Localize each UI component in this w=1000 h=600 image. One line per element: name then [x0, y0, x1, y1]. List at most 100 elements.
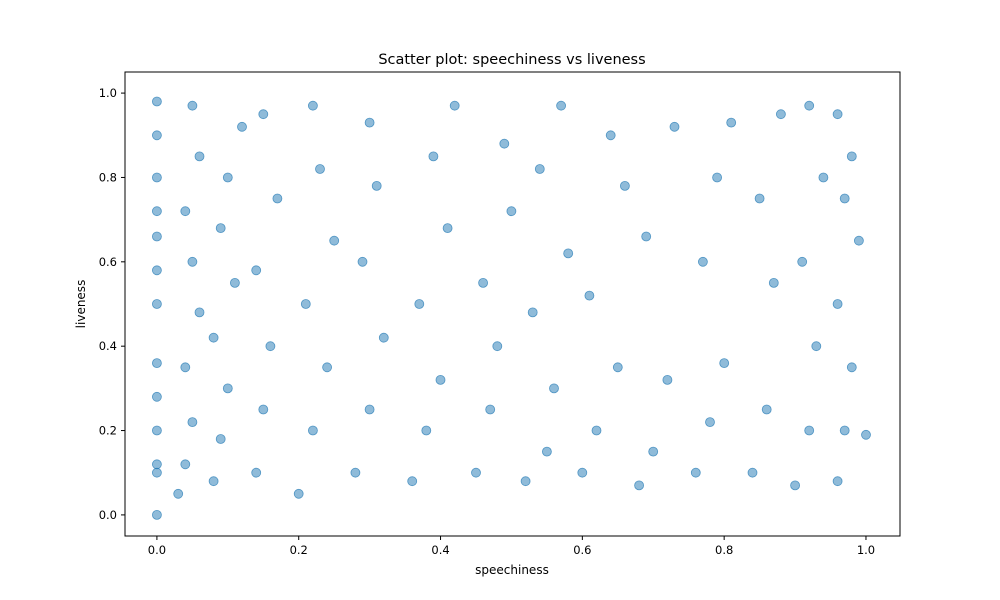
x-axis: 0.0 0.2 0.4 0.6 0.8 1.0	[148, 536, 875, 557]
scatter-point	[151, 425, 162, 436]
scatter-point	[449, 100, 460, 111]
scatter-point	[180, 459, 191, 470]
scatter-point	[258, 109, 269, 120]
scatter-point	[542, 446, 552, 457]
scatter-point	[435, 374, 446, 385]
scatter-point	[258, 404, 269, 415]
y-tick-label: 0.0	[99, 508, 117, 522]
scatter-point	[690, 467, 701, 478]
scatter-point	[357, 256, 368, 267]
scatter-point	[151, 391, 162, 402]
scatter-point	[499, 138, 510, 149]
scatter-point	[478, 277, 489, 288]
scatter-point	[839, 193, 850, 204]
scatter-point	[272, 193, 283, 204]
scatter-point	[641, 231, 652, 242]
scatter-point	[527, 307, 538, 318]
scatter-point	[811, 341, 822, 352]
scatter-point	[719, 358, 730, 369]
scatter-point	[208, 476, 219, 487]
scatter-point	[620, 180, 630, 191]
scatter-point	[265, 341, 276, 352]
scatter-point	[378, 332, 389, 343]
scatter-point	[832, 476, 843, 487]
scatter-point	[818, 172, 829, 183]
scatter-point	[669, 121, 680, 132]
scatter-point	[804, 425, 815, 436]
x-tick-label: 0.4	[431, 543, 449, 557]
scatter-point	[854, 235, 864, 246]
scatter-point	[307, 100, 318, 111]
scatter-point	[322, 362, 333, 373]
scatter-point	[846, 151, 857, 162]
scatter-point	[804, 100, 815, 111]
scatter-point	[754, 193, 765, 204]
x-tick-label: 1.0	[857, 543, 875, 557]
scatter-point	[563, 248, 574, 259]
y-tick-label: 0.6	[99, 255, 117, 269]
scatter-point	[556, 100, 566, 111]
scatter-point	[187, 100, 198, 111]
x-axis-label: speechiness	[475, 563, 549, 577]
scatter-point	[293, 488, 304, 499]
scatter-point	[151, 299, 162, 309]
scatter-point	[215, 434, 226, 444]
x-tick-label: 0.8	[715, 543, 733, 557]
scatter-point	[180, 362, 191, 373]
y-tick-label: 0.8	[99, 170, 117, 184]
scatter-point	[329, 235, 340, 246]
scatter-point	[471, 467, 481, 478]
scatter-point	[187, 256, 198, 267]
scatter-point	[407, 476, 418, 487]
scatter-point	[151, 358, 162, 369]
scatter-point	[151, 265, 162, 276]
x-tick-label: 0.0	[148, 543, 166, 557]
scatter-point	[151, 96, 162, 107]
scatter-point	[364, 117, 375, 128]
scatter-point	[151, 172, 162, 183]
scatter-point	[229, 277, 240, 288]
scatter-point	[180, 206, 191, 217]
scatter-point	[861, 429, 871, 440]
scatter-point	[761, 404, 772, 415]
scatter-point	[776, 109, 786, 120]
scatter-point	[698, 256, 708, 267]
scatter-point	[832, 109, 843, 120]
scatter-point	[797, 256, 808, 267]
scatter-point	[768, 277, 779, 288]
y-tick-label: 1.0	[99, 86, 117, 100]
scatter-point	[577, 467, 588, 478]
scatter-point	[591, 425, 602, 436]
scatter-point	[151, 130, 162, 141]
scatter-point	[839, 425, 850, 436]
scatter-point	[151, 231, 162, 242]
scatter-point	[634, 480, 644, 491]
scatter-point	[492, 341, 503, 352]
scatter-point	[520, 476, 531, 487]
y-tick-label: 0.2	[99, 424, 117, 438]
scatter-point	[237, 121, 247, 132]
scatter-point	[605, 130, 616, 141]
scatter-point	[187, 417, 198, 428]
scatter-point	[194, 307, 205, 318]
scatter-point	[790, 480, 800, 491]
scatter-point	[832, 299, 843, 309]
scatter-point	[662, 374, 673, 385]
scatter-point	[442, 223, 453, 234]
scatter-point	[705, 417, 715, 428]
scatter-point	[194, 151, 205, 162]
scatter-point	[364, 404, 375, 415]
x-tick-label: 0.6	[573, 543, 591, 557]
scatter-point	[151, 510, 162, 520]
scatter-point	[846, 362, 857, 373]
scatter-point	[612, 362, 623, 373]
scatter-point	[549, 383, 559, 394]
scatter-point	[414, 299, 425, 309]
scatter-point	[307, 425, 318, 436]
chart-title: Scatter plot: speechiness vs liveness	[378, 52, 645, 68]
scatter-point	[350, 467, 361, 478]
scatter-point	[151, 206, 162, 217]
scatter-point	[215, 223, 226, 234]
scatter-point	[300, 299, 311, 309]
